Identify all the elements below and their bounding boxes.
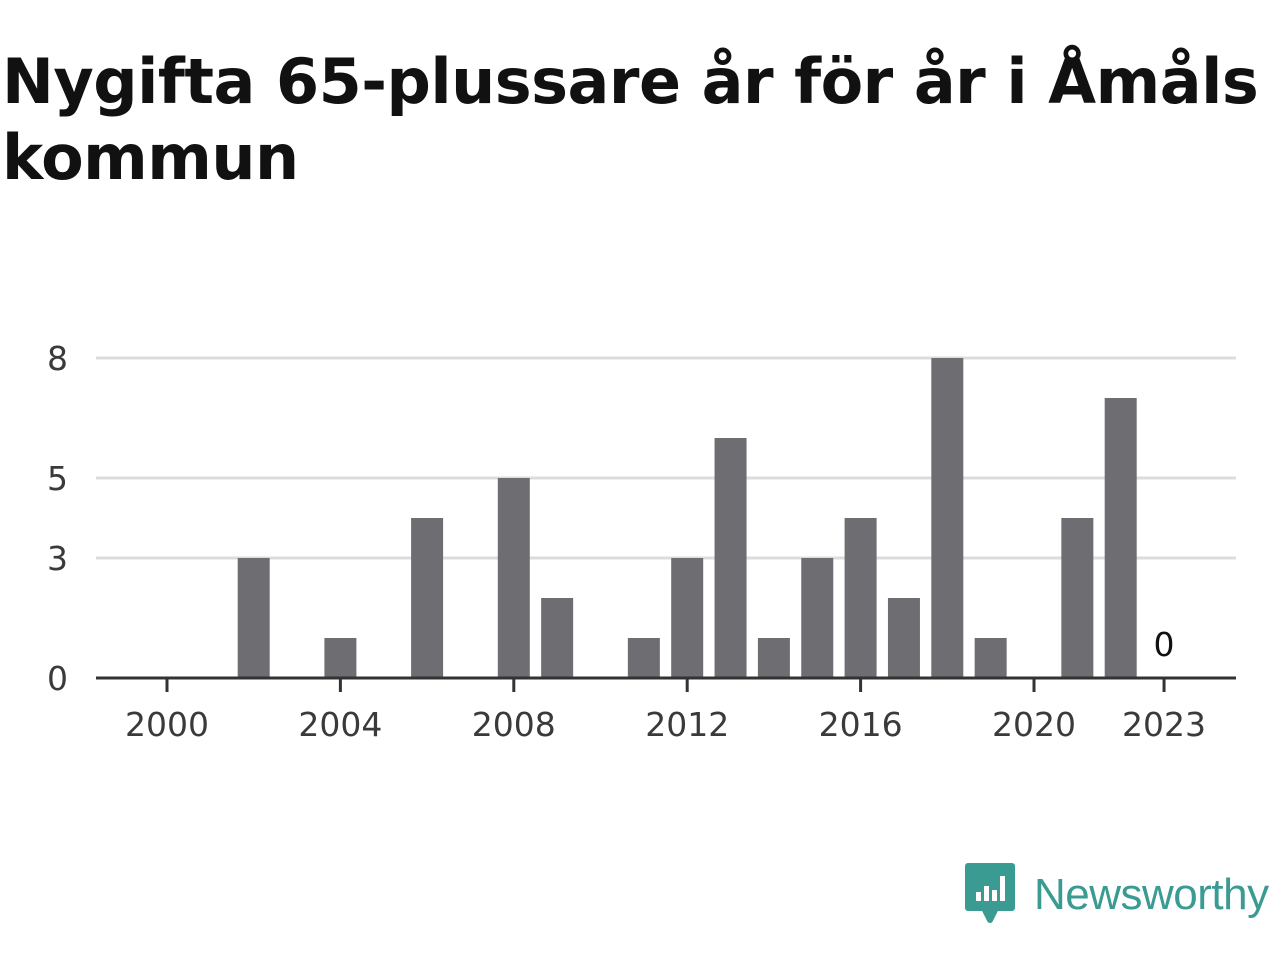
bar	[801, 558, 834, 678]
bar	[627, 638, 660, 678]
x-tick-label: 2000	[125, 705, 209, 744]
y-tick-label: 8	[47, 339, 68, 378]
bar	[324, 638, 357, 678]
newsworthy-logo-icon	[965, 863, 1015, 923]
x-tick-label: 2016	[819, 705, 903, 744]
bar	[974, 638, 1007, 678]
bar	[1061, 518, 1094, 678]
bars	[237, 358, 1137, 678]
data-label: 0	[1154, 625, 1175, 664]
bar	[541, 598, 574, 678]
bar	[887, 598, 920, 678]
x-tick-label: 2004	[298, 705, 382, 744]
x-tick-label: 2012	[645, 705, 729, 744]
bar	[237, 558, 270, 678]
y-tick-label: 3	[47, 539, 68, 578]
labels: 0 3 5 8 2000 2004 2008 2012 2016 2020 2023 0	[47, 339, 1206, 744]
bar	[931, 358, 964, 678]
bar	[714, 438, 747, 678]
bar	[1104, 398, 1137, 678]
bar	[497, 478, 530, 678]
bar	[671, 558, 704, 678]
x-tick-label: 2008	[472, 705, 556, 744]
y-tick-label: 0	[47, 659, 68, 698]
x-axis	[96, 676, 1236, 692]
brand-name: Newsworthy	[1034, 870, 1269, 919]
bar	[757, 638, 790, 678]
chart-title: Nygifta 65-plussare år för år i Åmåls ko…	[2, 45, 1259, 194]
bar	[411, 518, 444, 678]
x-tick-label: 2023	[1122, 705, 1206, 744]
bar	[844, 518, 877, 678]
x-tick-label: 2020	[992, 705, 1076, 744]
gridlines	[96, 356, 1236, 560]
brand-logo: Newsworthy	[964, 862, 1269, 928]
y-tick-label: 5	[47, 459, 68, 498]
